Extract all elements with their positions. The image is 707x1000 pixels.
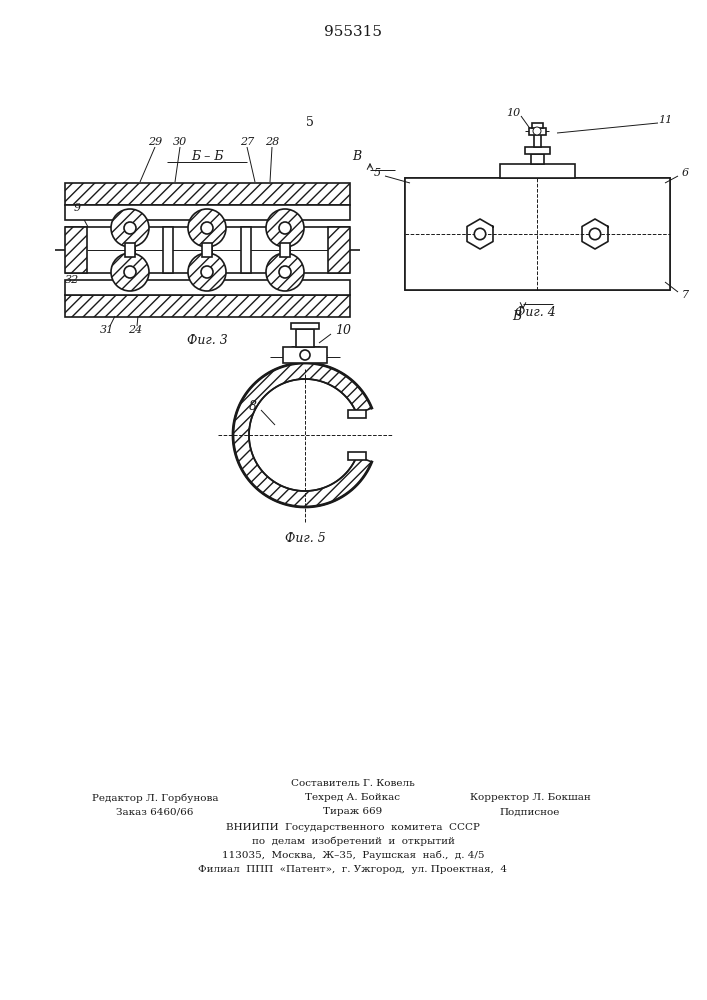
Circle shape: [590, 228, 601, 240]
Circle shape: [300, 350, 310, 360]
Bar: [65, 280, 350, 295]
Text: 8: 8: [249, 400, 257, 414]
Bar: [163, 227, 173, 273]
Text: 31: 31: [100, 325, 114, 335]
Bar: [283, 347, 327, 363]
Text: Фиг. 5: Фиг. 5: [285, 532, 325, 544]
Text: 24: 24: [128, 325, 142, 335]
Text: 27: 27: [240, 137, 254, 147]
Text: Фиг. 4: Фиг. 4: [515, 306, 556, 318]
Bar: [65, 227, 87, 273]
Bar: [532, 123, 543, 128]
Ellipse shape: [188, 209, 226, 247]
Text: 6: 6: [682, 168, 689, 178]
Ellipse shape: [111, 253, 149, 291]
Bar: [241, 227, 251, 273]
Text: 9: 9: [74, 203, 81, 213]
Text: 5: 5: [373, 168, 380, 178]
Text: Филиал  ППП  «Патент»,  г. Ужгород,  ул. Проектная,  4: Филиал ППП «Патент», г. Ужгород, ул. Про…: [199, 864, 508, 874]
Circle shape: [124, 266, 136, 278]
Bar: [202, 243, 212, 257]
Bar: [296, 329, 314, 347]
Text: Заказ 6460/66: Заказ 6460/66: [117, 808, 194, 816]
Text: 28: 28: [265, 137, 279, 147]
Bar: [405, 178, 670, 290]
Text: Б – Б: Б – Б: [191, 150, 223, 163]
Text: Корректор Л. Бокшан: Корректор Л. Бокшан: [469, 794, 590, 802]
Bar: [65, 295, 350, 317]
Text: 11: 11: [658, 115, 672, 125]
Text: 7: 7: [682, 290, 689, 300]
Bar: [348, 452, 366, 460]
Text: В – В: В – В: [288, 346, 321, 359]
Text: 32: 32: [65, 275, 79, 285]
Text: 30: 30: [173, 137, 187, 147]
Circle shape: [201, 222, 213, 234]
Bar: [328, 227, 350, 273]
Circle shape: [279, 222, 291, 234]
Text: 113035,  Москва,  Ж–35,  Раушская  наб.,  д. 4/5: 113035, Москва, Ж–35, Раушская наб., д. …: [222, 850, 484, 860]
Circle shape: [201, 266, 213, 278]
Polygon shape: [233, 363, 372, 507]
Bar: [65, 183, 350, 205]
Ellipse shape: [266, 253, 304, 291]
Text: Редактор Л. Горбунова: Редактор Л. Горбунова: [92, 793, 218, 803]
Circle shape: [474, 228, 486, 240]
Bar: [531, 154, 544, 164]
Text: 5: 5: [306, 115, 314, 128]
Text: Составитель Г. Ковель: Составитель Г. Ковель: [291, 780, 415, 788]
Text: В: В: [352, 149, 361, 162]
Bar: [405, 178, 670, 290]
Ellipse shape: [266, 209, 304, 247]
Bar: [280, 243, 290, 257]
Text: ВНИИПИ  Государственного  комитета  СССР: ВНИИПИ Государственного комитета СССР: [226, 822, 480, 832]
Bar: [525, 147, 550, 154]
Circle shape: [279, 266, 291, 278]
Text: В: В: [513, 310, 522, 324]
Ellipse shape: [111, 209, 149, 247]
Bar: [125, 243, 135, 257]
Circle shape: [533, 127, 541, 135]
Circle shape: [124, 222, 136, 234]
Bar: [348, 410, 366, 418]
Text: по  делам  изобретений  и  открытий: по делам изобретений и открытий: [252, 836, 455, 846]
Text: 10: 10: [506, 108, 520, 118]
Text: 955315: 955315: [324, 25, 382, 39]
Text: Фиг. 3: Фиг. 3: [187, 334, 228, 347]
Text: 10: 10: [335, 324, 351, 338]
Text: Техред А. Бойкас: Техред А. Бойкас: [305, 794, 400, 802]
Text: 29: 29: [148, 137, 162, 147]
Bar: [291, 323, 319, 329]
Text: Тираж 669: Тираж 669: [323, 808, 382, 816]
Text: Подписное: Подписное: [500, 808, 560, 816]
Bar: [500, 164, 575, 178]
Bar: [65, 205, 350, 220]
Bar: [534, 125, 541, 147]
Ellipse shape: [188, 253, 226, 291]
Bar: [529, 128, 546, 135]
